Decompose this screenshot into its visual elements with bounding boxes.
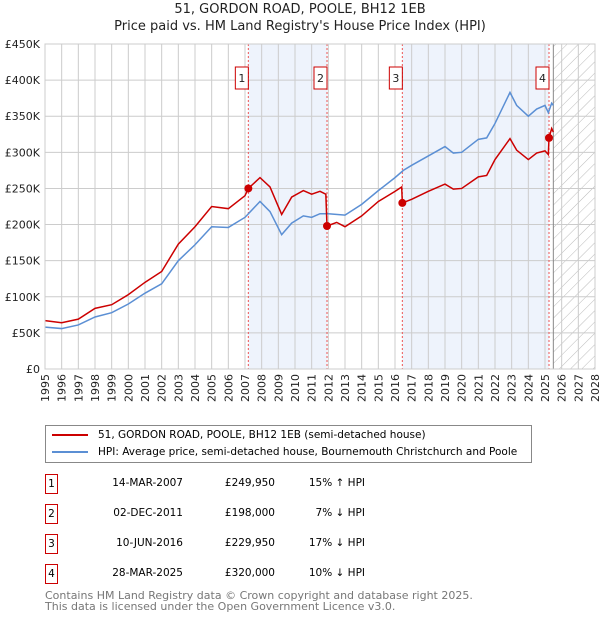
x-tick-label: 2006 xyxy=(222,374,235,402)
legend-item-property: 51, GORDON ROAD, POOLE, BH12 1EB (semi-d… xyxy=(52,429,426,441)
sale-date: 14-MAR-2007 xyxy=(112,477,183,489)
x-tick-label: 2004 xyxy=(189,374,202,402)
sale-date: 02-DEC-2011 xyxy=(113,507,183,519)
legend-label: 51, GORDON ROAD, POOLE, BH12 1EB (semi-d… xyxy=(98,429,426,441)
y-tick-label: £0 xyxy=(26,363,40,376)
x-tick-label: 2023 xyxy=(506,374,519,402)
sale-label: 1 xyxy=(238,72,245,85)
x-tick-label: 2026 xyxy=(556,374,569,402)
x-tick-label: 1995 xyxy=(39,374,52,402)
sale-label: 2 xyxy=(317,72,324,85)
x-tick-label: 2001 xyxy=(139,374,152,402)
x-tick-label: 2018 xyxy=(422,374,435,402)
price-chart: 1995 1996 1997 1998 1999 2000 2001 2002 2003 2004… xyxy=(5,38,600,402)
x-tick-label: 2009 xyxy=(272,374,285,402)
sale-hpi-diff: 15% ↑ HPI xyxy=(308,477,365,489)
sale-point xyxy=(398,198,407,207)
sale-hpi-diff: 17% ↓ HPI xyxy=(308,537,365,549)
x-tick-label: 2016 xyxy=(389,374,402,402)
sale-label-box xyxy=(535,66,550,90)
blue-line-swatch xyxy=(52,451,88,453)
x-tick-label: 2019 xyxy=(439,374,452,402)
sale-date: 28-MAR-2025 xyxy=(112,567,183,579)
forecast-hatch xyxy=(553,44,595,369)
y-tick-label: £150K xyxy=(5,255,41,268)
x-tick-label: 2017 xyxy=(406,374,419,402)
y-tick-label: £250K xyxy=(5,182,41,195)
sale-label-box xyxy=(234,66,249,90)
x-tick-label: 2025 xyxy=(539,374,552,402)
footer: Contains HM Land Registry data © Crown c… xyxy=(45,590,473,612)
x-tick-label: 2007 xyxy=(239,374,252,402)
x-tick-label: 2014 xyxy=(356,374,369,402)
x-tick-label: 2002 xyxy=(156,374,169,402)
x-tick-label: 2008 xyxy=(256,374,269,402)
y-tick-label: £450K xyxy=(5,38,41,51)
sale-label: 3 xyxy=(392,72,399,85)
sale-price: £320,000 xyxy=(224,567,275,579)
sale-label-box xyxy=(388,66,403,90)
shaded-period xyxy=(248,44,327,369)
legend-item-hpi: HPI: Average price, semi-detached house,… xyxy=(52,446,517,458)
sale-price: £198,000 xyxy=(224,507,275,519)
y-tick-label: £50K xyxy=(12,327,41,340)
x-tick-label: 2000 xyxy=(122,374,135,402)
sale-marker-badge: 2 xyxy=(45,504,58,524)
footer-line: Contains HM Land Registry data © Crown c… xyxy=(45,589,473,602)
x-tick-label: 1998 xyxy=(89,374,102,402)
y-tick-label: £400K xyxy=(5,74,41,87)
x-tick-label: 1996 xyxy=(56,374,69,402)
sale-marker-badge: 1 xyxy=(45,474,58,494)
y-tick-label: £300K xyxy=(5,146,41,159)
x-tick-label: 2011 xyxy=(306,374,319,402)
red-line-swatch xyxy=(52,434,88,436)
legend: 51, GORDON ROAD, POOLE, BH12 1EB (semi-d… xyxy=(45,425,532,463)
x-tick-label: 2015 xyxy=(372,374,385,402)
x-tick-label: 2021 xyxy=(472,374,485,402)
x-tick-label: 1997 xyxy=(72,374,85,402)
shaded-period xyxy=(402,44,549,369)
x-tick-label: 2013 xyxy=(339,374,352,402)
sale-date: 10-JUN-2016 xyxy=(116,537,183,549)
y-tick-label: £100K xyxy=(5,291,41,304)
sale-hpi-diff: 7% ↓ HPI xyxy=(315,507,365,519)
sale-marker-badge: 4 xyxy=(45,564,58,584)
legend-label: HPI: Average price, semi-detached house,… xyxy=(98,446,518,458)
sale-point xyxy=(244,184,253,193)
x-tick-label: 2022 xyxy=(489,374,502,402)
x-tick-label: 1999 xyxy=(106,374,119,402)
x-tick-label: 2027 xyxy=(572,374,585,402)
plot-border xyxy=(44,43,596,370)
chart-subtitle: Price paid vs. HM Land Registry's House … xyxy=(114,19,486,34)
series-line xyxy=(44,126,555,324)
sale-price: £229,950 xyxy=(224,537,275,549)
sale-point xyxy=(323,222,331,230)
series-line xyxy=(44,90,554,330)
chart-title: 51, GORDON ROAD, POOLE, BH12 1EB xyxy=(174,2,426,17)
x-tick-label: 2012 xyxy=(322,374,335,402)
footer-line: This data is licensed under the Open Gov… xyxy=(45,600,396,613)
sale-point xyxy=(545,133,553,142)
x-tick-label: 2020 xyxy=(456,374,469,402)
sale-price: £249,950 xyxy=(224,477,275,489)
sale-label: 4 xyxy=(539,72,546,85)
x-tick-label: 2028 xyxy=(589,374,600,402)
y-tick-label: £350K xyxy=(5,110,41,123)
x-tick-label: 2003 xyxy=(172,374,185,402)
x-tick-label: 2010 xyxy=(289,374,302,402)
y-tick-label: £200K xyxy=(5,219,41,232)
sale-marker-badge: 3 xyxy=(45,534,58,554)
sale-label-box xyxy=(313,66,328,90)
sale-hpi-diff: 10% ↓ HPI xyxy=(308,567,365,579)
x-tick-label: 2024 xyxy=(522,374,535,402)
x-tick-label: 2005 xyxy=(206,374,219,402)
